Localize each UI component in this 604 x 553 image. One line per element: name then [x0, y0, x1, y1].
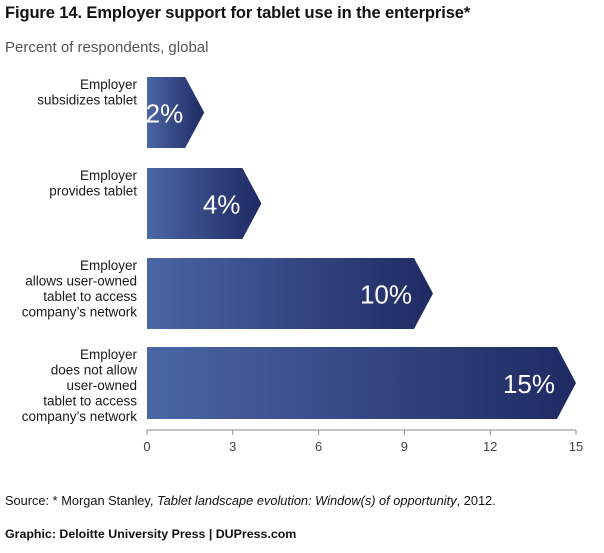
- source-title: Tablet landscape evolution: Window(s) of…: [156, 493, 457, 508]
- x-tick-label: 3: [229, 439, 236, 454]
- bar: [147, 258, 433, 329]
- category-label-line: subsidizes tablet: [37, 93, 137, 108]
- x-tick-label: 9: [401, 439, 408, 454]
- chart-title: Figure 14. Employer support for tablet u…: [5, 4, 471, 22]
- category-label-line: company’s network: [22, 409, 138, 424]
- graphic-credit: Graphic: Deloitte University Press | DUP…: [5, 527, 297, 541]
- bar-value-label: 4%: [203, 190, 241, 220]
- bar-value-label: 10%: [360, 280, 412, 310]
- category-label-line: Employer: [80, 258, 138, 273]
- category-label-line: does not allow: [51, 363, 138, 378]
- category-label: Employer allows user-owned tablet to acces…: [22, 258, 138, 320]
- source-suffix: , 2012.: [456, 493, 496, 508]
- category-label-line: tablet to access: [43, 289, 137, 304]
- bar: [147, 347, 576, 419]
- category-label: Employer does not allow user-owned tablet t…: [22, 347, 138, 424]
- bar-value-label: 2%: [146, 99, 184, 129]
- source-note: Source: * Morgan Stanley, Tablet landsca…: [5, 493, 496, 508]
- x-tick-label: 15: [569, 439, 583, 454]
- x-tick-label: 12: [483, 439, 497, 454]
- x-tick-label: 6: [315, 439, 322, 454]
- category-label-line: Employer: [80, 347, 138, 362]
- chart-subtitle: Percent of respondents, global: [5, 39, 209, 56]
- category-label-line: Employer: [80, 168, 138, 183]
- bar: [147, 168, 262, 239]
- category-label: Employer provides tablet: [49, 168, 137, 199]
- category-label-line: company’s network: [22, 305, 138, 320]
- category-label-line: allows user-owned: [25, 274, 137, 289]
- category-label-line: provides tablet: [49, 184, 137, 199]
- bar-value-label: 15%: [503, 369, 555, 399]
- bar: [147, 77, 205, 148]
- category-label: Employer subsidizes tablet: [37, 77, 137, 108]
- x-tick-label: 0: [143, 439, 150, 454]
- category-label-line: tablet to access: [43, 394, 137, 409]
- category-label-line: Employer: [80, 77, 138, 92]
- source-prefix: Source: * Morgan Stanley,: [5, 493, 157, 508]
- bar-chart: 2%4%10%15% Employer subsidizes tabletEmpl…: [22, 77, 583, 454]
- category-label-line: user-owned: [66, 378, 137, 393]
